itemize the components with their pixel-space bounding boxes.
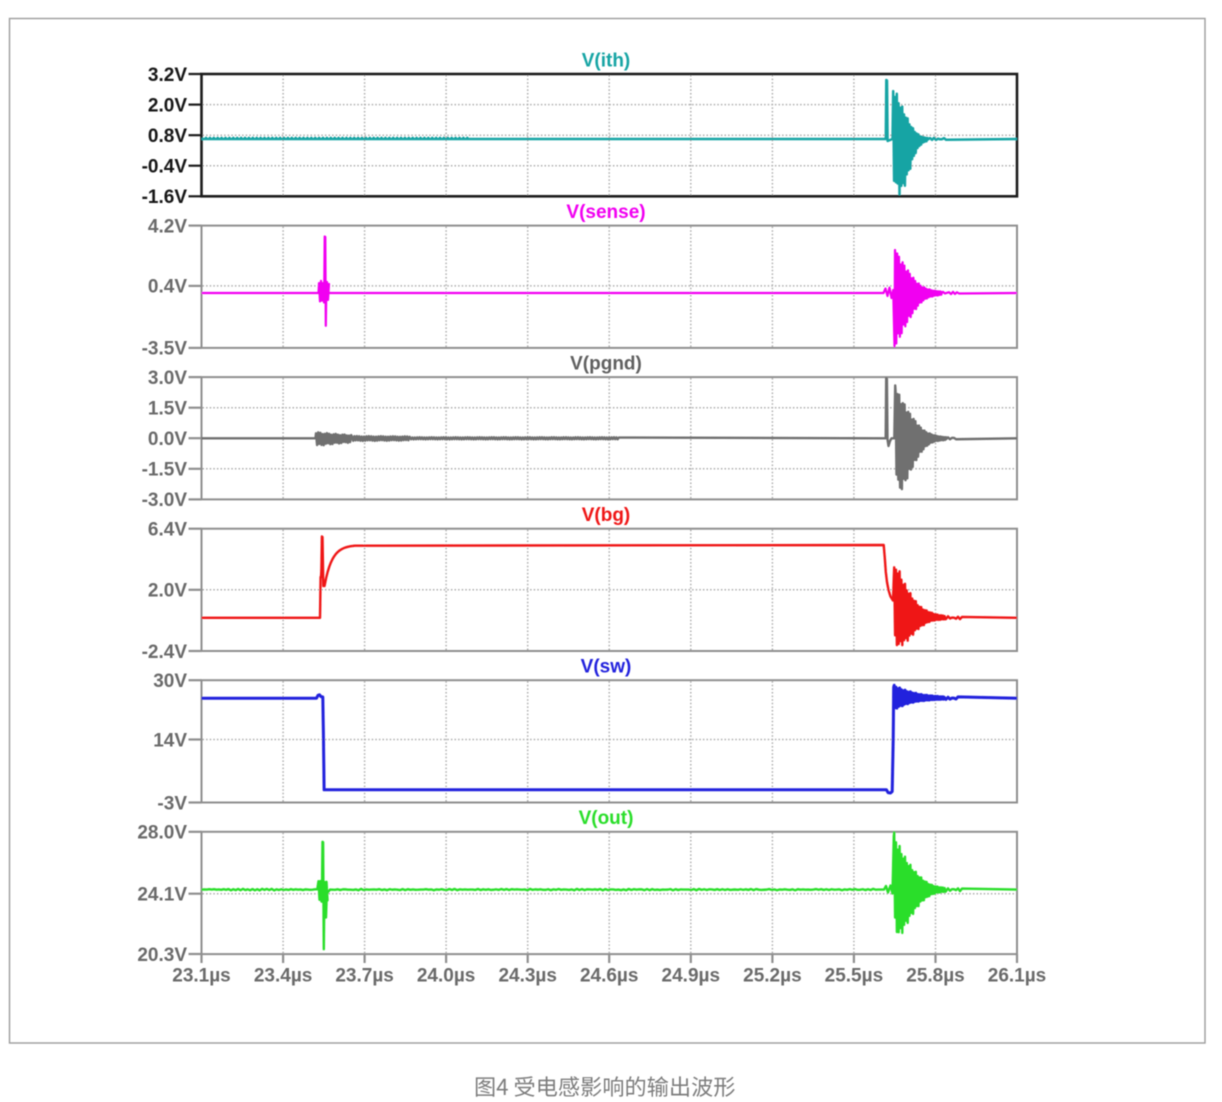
svg-text:-1.6V: -1.6V — [142, 187, 188, 208]
svg-text:-3.0V: -3.0V — [142, 490, 188, 511]
svg-text:25.2µs: 25.2µs — [743, 966, 802, 987]
svg-text:V(sw): V(sw) — [581, 657, 632, 678]
svg-text:V(sense): V(sense) — [566, 202, 645, 223]
svg-text:-1.5V: -1.5V — [142, 460, 188, 481]
svg-text:24.9µs: 24.9µs — [662, 966, 721, 987]
svg-text:V(ith): V(ith) — [582, 51, 631, 72]
svg-text:-2.4V: -2.4V — [142, 642, 188, 663]
svg-text:23.4µs: 23.4µs — [254, 966, 313, 987]
svg-text:V(bg): V(bg) — [582, 505, 631, 526]
svg-text:28.0V: 28.0V — [137, 823, 187, 844]
svg-text:26.1µs: 26.1µs — [988, 966, 1047, 987]
svg-text:V(out): V(out) — [579, 808, 634, 829]
svg-text:-0.4V: -0.4V — [142, 157, 188, 178]
svg-text:0.8V: 0.8V — [148, 126, 187, 147]
svg-text:23.7µs: 23.7µs — [335, 966, 394, 987]
svg-text:3.2V: 3.2V — [148, 65, 187, 86]
svg-text:24.0µs: 24.0µs — [417, 966, 476, 987]
svg-text:-3V: -3V — [157, 793, 187, 814]
svg-text:24.6µs: 24.6µs — [580, 966, 639, 987]
svg-text:0.0V: 0.0V — [148, 429, 187, 450]
svg-text:V(pgnd): V(pgnd) — [570, 354, 642, 375]
svg-text:24.1V: 24.1V — [137, 885, 187, 906]
svg-text:20.3V: 20.3V — [137, 945, 187, 966]
svg-text:1.5V: 1.5V — [148, 399, 187, 420]
svg-text:-3.5V: -3.5V — [142, 339, 188, 360]
svg-text:25.8µs: 25.8µs — [906, 966, 965, 987]
svg-text:2.0V: 2.0V — [148, 581, 187, 602]
svg-text:25.5µs: 25.5µs — [825, 966, 884, 987]
svg-text:4.2V: 4.2V — [148, 216, 187, 237]
svg-text:0.4V: 0.4V — [148, 277, 187, 298]
svg-text:2.0V: 2.0V — [148, 95, 187, 116]
svg-text:6.4V: 6.4V — [148, 520, 187, 541]
svg-text:24.3µs: 24.3µs — [498, 966, 557, 987]
svg-text:23.1µs: 23.1µs — [172, 966, 231, 987]
svg-text:14V: 14V — [153, 730, 187, 751]
svg-text:3.0V: 3.0V — [148, 368, 187, 389]
svg-text:30V: 30V — [153, 671, 187, 692]
